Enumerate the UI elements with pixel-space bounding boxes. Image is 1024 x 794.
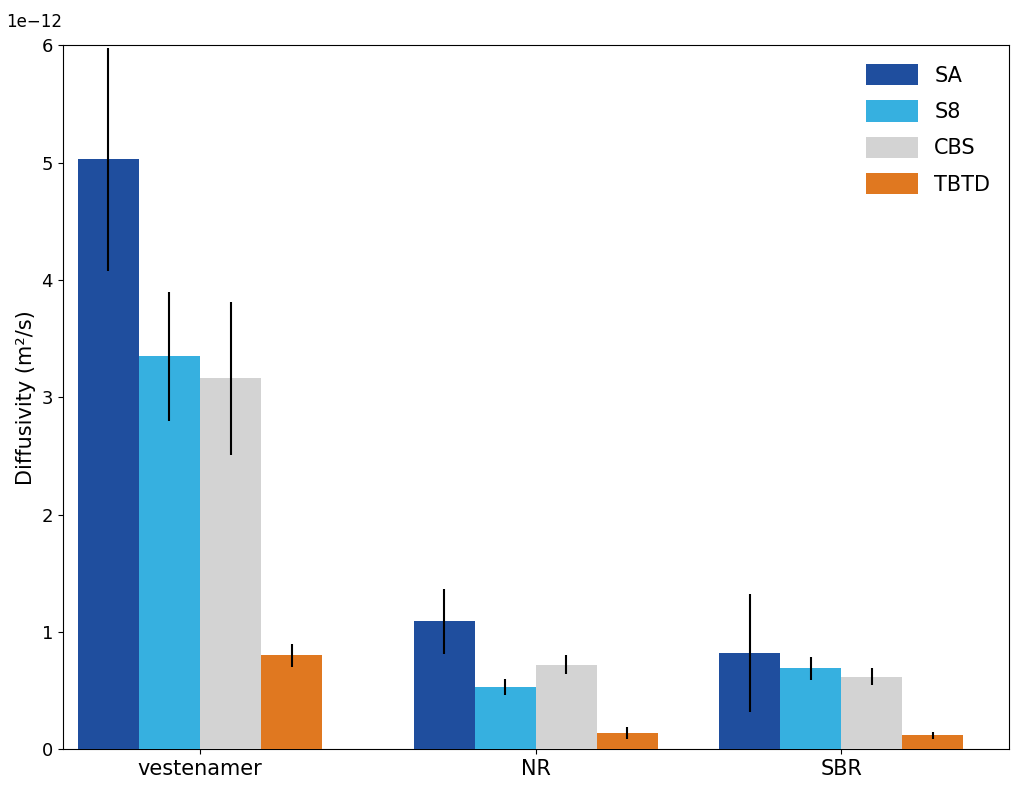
Bar bbox=[139, 357, 200, 750]
Bar bbox=[475, 687, 536, 750]
Bar bbox=[261, 655, 323, 750]
Bar bbox=[597, 733, 658, 750]
Bar bbox=[841, 676, 902, 750]
Bar bbox=[78, 159, 139, 750]
Bar bbox=[719, 653, 780, 750]
Y-axis label: Diffusivity (m²/s): Diffusivity (m²/s) bbox=[15, 310, 36, 484]
Bar bbox=[902, 735, 964, 750]
Bar bbox=[536, 665, 597, 750]
Legend: SA, S8, CBS, TBTD: SA, S8, CBS, TBTD bbox=[857, 56, 998, 203]
Text: 1e−12: 1e−12 bbox=[6, 13, 61, 31]
Bar bbox=[780, 669, 841, 750]
Bar bbox=[414, 622, 475, 750]
Bar bbox=[200, 379, 261, 750]
